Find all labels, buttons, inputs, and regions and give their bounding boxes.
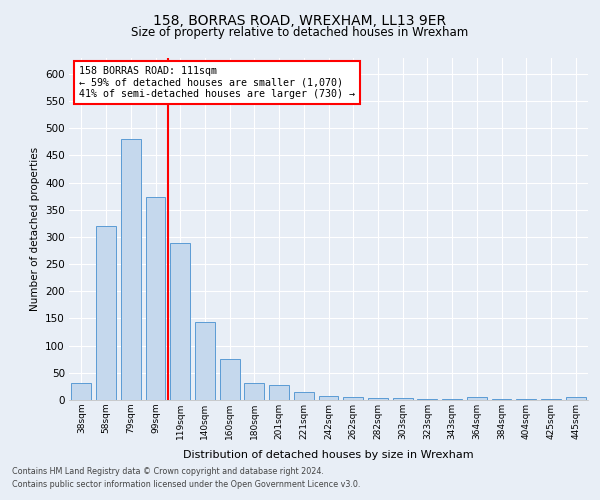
Bar (393, 398, 413, 400)
Bar (96, 226, 116, 400)
Text: Size of property relative to detached houses in Wrexham: Size of property relative to detached ho… (131, 26, 469, 39)
Text: 158 BORRAS ROAD: 111sqm
← 59% of detached houses are smaller (1,070)
41% of semi: 158 BORRAS ROAD: 111sqm ← 59% of detache… (79, 66, 355, 100)
Bar (269, 385, 289, 400)
Bar (121, 138, 140, 400)
Bar (467, 398, 487, 400)
Y-axis label: Number of detached properties: Number of detached properties (29, 146, 40, 311)
Bar (368, 398, 388, 400)
Bar (195, 322, 215, 400)
Text: Contains HM Land Registry data © Crown copyright and database right 2024.: Contains HM Land Registry data © Crown c… (12, 467, 324, 476)
X-axis label: Distribution of detached houses by size in Wrexham: Distribution of detached houses by size … (183, 450, 474, 460)
Text: 158, BORRAS ROAD, WREXHAM, LL13 9ER: 158, BORRAS ROAD, WREXHAM, LL13 9ER (154, 14, 446, 28)
Bar (566, 398, 586, 400)
Bar (220, 359, 239, 400)
Bar (343, 398, 363, 400)
Bar (146, 197, 166, 400)
Bar (170, 244, 190, 400)
Bar (319, 396, 338, 400)
Text: Contains public sector information licensed under the Open Government Licence v3: Contains public sector information licen… (12, 480, 361, 489)
Bar (294, 392, 314, 400)
Bar (244, 383, 264, 400)
Bar (71, 383, 91, 400)
